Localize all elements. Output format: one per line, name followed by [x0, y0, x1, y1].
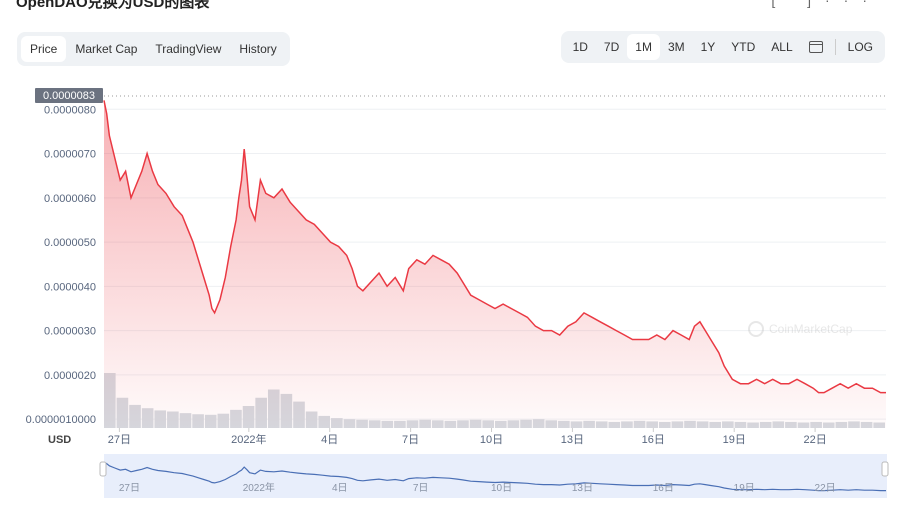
navigator-axis-labels: 27日 2022年 4日 7日 10日 13日 16日 19日 22日: [119, 481, 836, 494]
x-tick-label: 27日: [108, 434, 131, 446]
more-options-icon[interactable]: ···: [825, 0, 881, 8]
x-axis-labels: 27日 2022年 4日 7日 10日 13日 16日 19日 22日: [108, 432, 827, 446]
price-line: [103, 100, 886, 394]
navigator-tick-label: 10日: [491, 483, 512, 494]
range-all[interactable]: ALL: [771, 40, 793, 54]
x-tick-label: 16日: [642, 434, 665, 446]
chart-title: OpenDAO兑换为USD的图表: [16, 0, 210, 11]
navigator-tick-label: 27日: [119, 483, 140, 494]
tab-market-cap[interactable]: Market Cap: [75, 42, 138, 56]
price-area-fill: [104, 100, 886, 429]
range-1y[interactable]: 1Y: [700, 40, 716, 54]
navigator-line: [103, 461, 886, 492]
range-ytd[interactable]: YTD: [731, 40, 756, 54]
chart-type-tabs: Price Market Cap TradingView History: [17, 32, 290, 66]
tab-history[interactable]: History: [239, 42, 277, 56]
current-price-tag: 0.0000083: [35, 88, 103, 103]
y-tick-label: 0.0000040: [44, 281, 96, 293]
x-tick-label: 22日: [803, 434, 826, 446]
navigator-tick-label: 22日: [815, 483, 836, 494]
navigator-tick-label: 7日: [413, 483, 429, 494]
calendar-icon[interactable]: [808, 41, 823, 53]
navigator-left-handle: [99, 461, 107, 477]
x-tick-label: 10日: [480, 434, 503, 446]
watermark: CoinMarketCap: [748, 321, 853, 337]
log-scale-toggle[interactable]: LOG: [847, 40, 873, 54]
divider: [834, 39, 836, 55]
x-tick-label: 2022年: [231, 432, 266, 446]
navigator-background: [104, 454, 887, 498]
tab-price[interactable]: Price: [21, 36, 67, 62]
y-tick-label: 0.0000010000: [26, 414, 96, 426]
range-7d[interactable]: 7D: [603, 40, 620, 54]
y-tick-label: 0.0000050: [44, 237, 96, 249]
time-range-selector: 1D 7D 1M 3M 1Y YTD ALL LOG: [560, 31, 885, 63]
y-tick-label: 0.0000070: [44, 149, 96, 161]
y-tick-label: 0.0000080: [44, 104, 96, 116]
x-tick-label: 19日: [723, 434, 746, 446]
y-axis-labels: 0.0000080 0.0000070 0.0000060 0.0000050 0.00…: [26, 104, 96, 426]
navigator-right-handle: [881, 461, 889, 477]
y-tick-label: 0.0000030: [44, 326, 96, 338]
y-tick-label: 0.0000060: [44, 193, 96, 205]
navigator-tick-label: 2022年: [243, 481, 275, 494]
x-tick-label: 13日: [561, 434, 584, 446]
x-tick-label: 4日: [321, 434, 338, 446]
range-navigator: 27日 2022年 4日 7日 10日 13日 16日 19日 22日: [99, 454, 889, 498]
navigator-tick-label: 16日: [653, 483, 674, 494]
tab-tradingview[interactable]: TradingView: [155, 42, 222, 56]
range-1m[interactable]: 1M: [627, 34, 660, 60]
range-3m[interactable]: 3M: [667, 40, 685, 54]
navigator-tick-label: 13日: [572, 483, 593, 494]
current-price-label: 0.0000083: [43, 90, 95, 102]
navigator-tick-label: 19日: [734, 483, 755, 494]
y-tick-label: 0.0000020: [44, 370, 96, 382]
fullscreen-icon[interactable]: [ ]: [771, 0, 825, 8]
navigator-tick-label: 4日: [332, 483, 348, 494]
range-1d[interactable]: 1D: [572, 40, 588, 54]
corner-icons: [ ]···: [771, 0, 881, 8]
currency-label: USD: [48, 434, 71, 446]
watermark-text: CoinMarketCap: [769, 322, 853, 336]
x-tick-label: 7日: [402, 434, 419, 446]
